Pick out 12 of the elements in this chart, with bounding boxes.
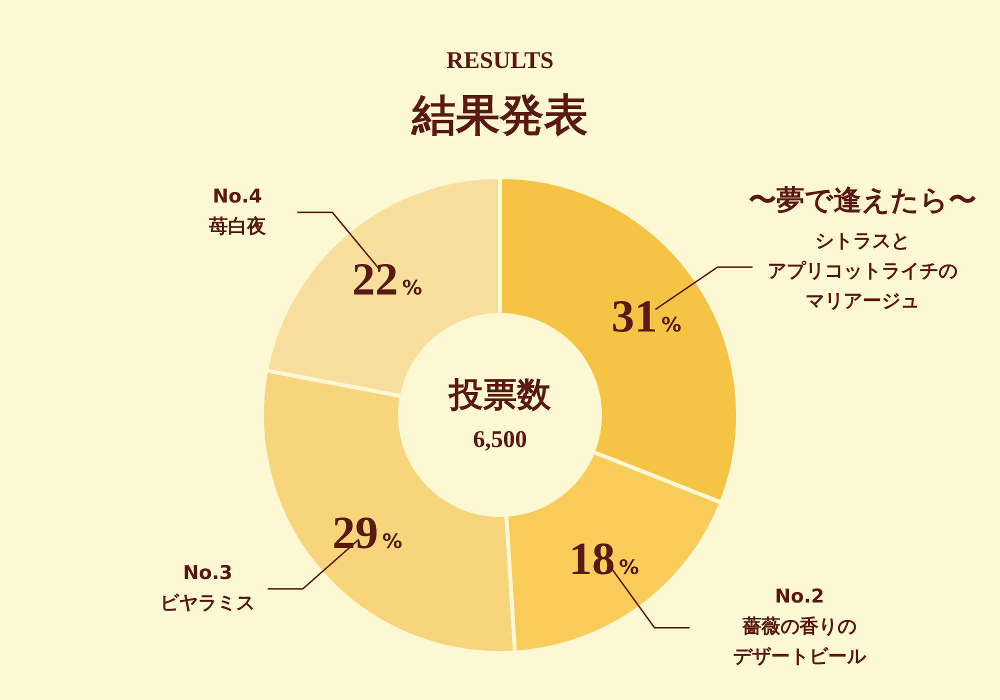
data-label: 18% [569, 533, 640, 584]
text: 6,500 [473, 427, 527, 454]
chart-title: RESULTS [445, 48, 555, 75]
data-label: 22% [352, 254, 422, 305]
data-label: 29% [332, 507, 402, 558]
slice-label: No.3 ビヤラミス [160, 562, 256, 614]
slice-label: 〜夢で逢えたら〜シトラスとアプリコットライチのマリアージュ [748, 183, 977, 312]
data-label: 31% [611, 290, 682, 342]
slice-label: No.4 苺白夜 [208, 185, 266, 238]
slice-label: No.2 薔薇の香りのデザートビール [733, 586, 868, 668]
chart-subtitle: 結果発表 [410, 89, 589, 143]
text: 投票数 [447, 374, 552, 415]
